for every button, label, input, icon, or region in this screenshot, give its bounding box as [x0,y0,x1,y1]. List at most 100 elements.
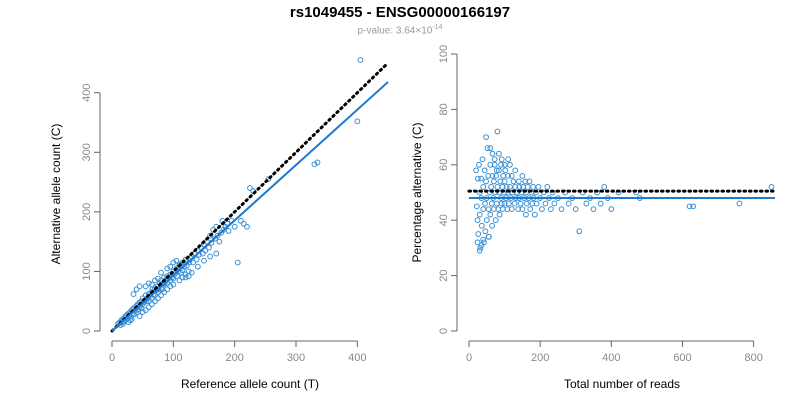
right-data-point [474,217,481,224]
left-data-point [148,301,155,308]
right-data-point [485,172,492,179]
chart-subtitle: p-value: 3.64×10-14 [0,24,800,36]
right-data-point [484,145,491,152]
left-data-point [155,295,161,302]
right-data-point [597,200,604,207]
left-data-point [158,292,164,299]
left-data-point [185,273,192,280]
right-data-point [539,206,545,213]
right-data-point [583,200,590,207]
right-data-point [576,228,583,235]
right-data-point [485,206,492,213]
left-x-tick-label: 400 [348,352,366,364]
left-data-point [167,271,174,278]
right-data-point [686,203,693,210]
left-data-point [179,274,186,281]
left-data-point [133,310,140,317]
left-data-point [142,283,149,290]
left-data-point [164,286,171,293]
right-data-point [501,161,508,168]
right-data-point [517,200,524,207]
right-data-point [491,156,498,163]
left-data-point [145,280,152,287]
left-data-point [214,232,221,239]
right-data-point [476,161,482,168]
right-y-axis-label: Percentage alternative (C) [410,122,424,262]
left-data-point [176,277,183,284]
right-data-point [531,211,538,218]
left-data-point [158,269,164,276]
right-data-point [478,175,484,182]
left-data-point [188,269,195,276]
left-data-point [234,259,241,266]
right-data-point [558,206,565,213]
right-data-point [489,172,496,179]
left-data-point [182,271,189,278]
left-data-point [164,265,171,272]
right-data-point [489,150,496,157]
right-x-axis-label: Total number of reads [564,377,680,391]
right-data-point [491,178,497,185]
left-x-tick-label: 300 [287,352,305,364]
left-data-point [247,185,253,191]
left-data-point [182,274,189,281]
right-data-point [503,184,510,190]
right-data-point [504,206,511,213]
right-data-point [505,200,512,207]
left-data-point [194,263,201,270]
right-data-point [572,206,579,213]
right-data-point [488,184,494,190]
left-data-point [240,220,247,227]
right-data-point [498,156,505,163]
right-data-point [510,178,517,185]
right-data-point [736,200,743,207]
right-data-point [485,233,492,240]
right-data-point [489,222,496,229]
right-data-point [544,184,551,190]
right-data-point [499,206,506,213]
right-y-tick-label: 0 [438,328,450,334]
right-y-tick-label: 40 [438,214,450,226]
right-data-point [520,184,526,190]
right-data-point [500,172,507,179]
right-data-point [474,239,481,246]
right-y-tick-label: 60 [438,159,450,171]
right-data-point [535,184,542,190]
right-data-point [530,184,536,190]
left-data-point [155,275,161,282]
left-y-axis-label: Alternative allele count (C) [49,124,63,265]
left-data-point [152,277,158,284]
left-data-point [173,257,180,264]
left-data-point [213,250,220,257]
left-y-tick-label: 0 [81,328,93,334]
left-data-point [125,319,132,325]
right-data-point [483,134,489,141]
left-data-point [206,244,212,251]
left-data-point [161,289,168,296]
left-data-point [167,283,174,290]
chart-title: rs1049455 - ENSG00000166197 [289,4,511,21]
right-data-point [527,206,534,213]
left-data-point [148,281,155,288]
subtitle-prefix: p-value: 3.64×10 [357,25,433,37]
right-data-point [512,184,519,190]
left-x-tick-label: 100 [164,352,182,364]
left-data-point [190,259,196,266]
right-data-point [488,200,495,207]
right-data-point [508,172,515,179]
right-data-point [483,217,490,224]
right-x-tick-label: 0 [466,352,472,364]
left-data-point [265,176,272,183]
right-data-point [519,172,526,179]
right-data-point [487,161,494,168]
right-data-point [478,222,485,229]
left-data-point [231,223,238,230]
right-data-point [473,203,480,210]
right-data-point [493,200,500,207]
right-x-tick-label: 200 [531,352,549,364]
left-data-point [136,283,143,290]
left-y-tick-label: 200 [81,203,93,221]
left-data-point [170,281,177,288]
right-data-point [523,211,529,218]
left-x-tick-label: 200 [225,352,243,364]
